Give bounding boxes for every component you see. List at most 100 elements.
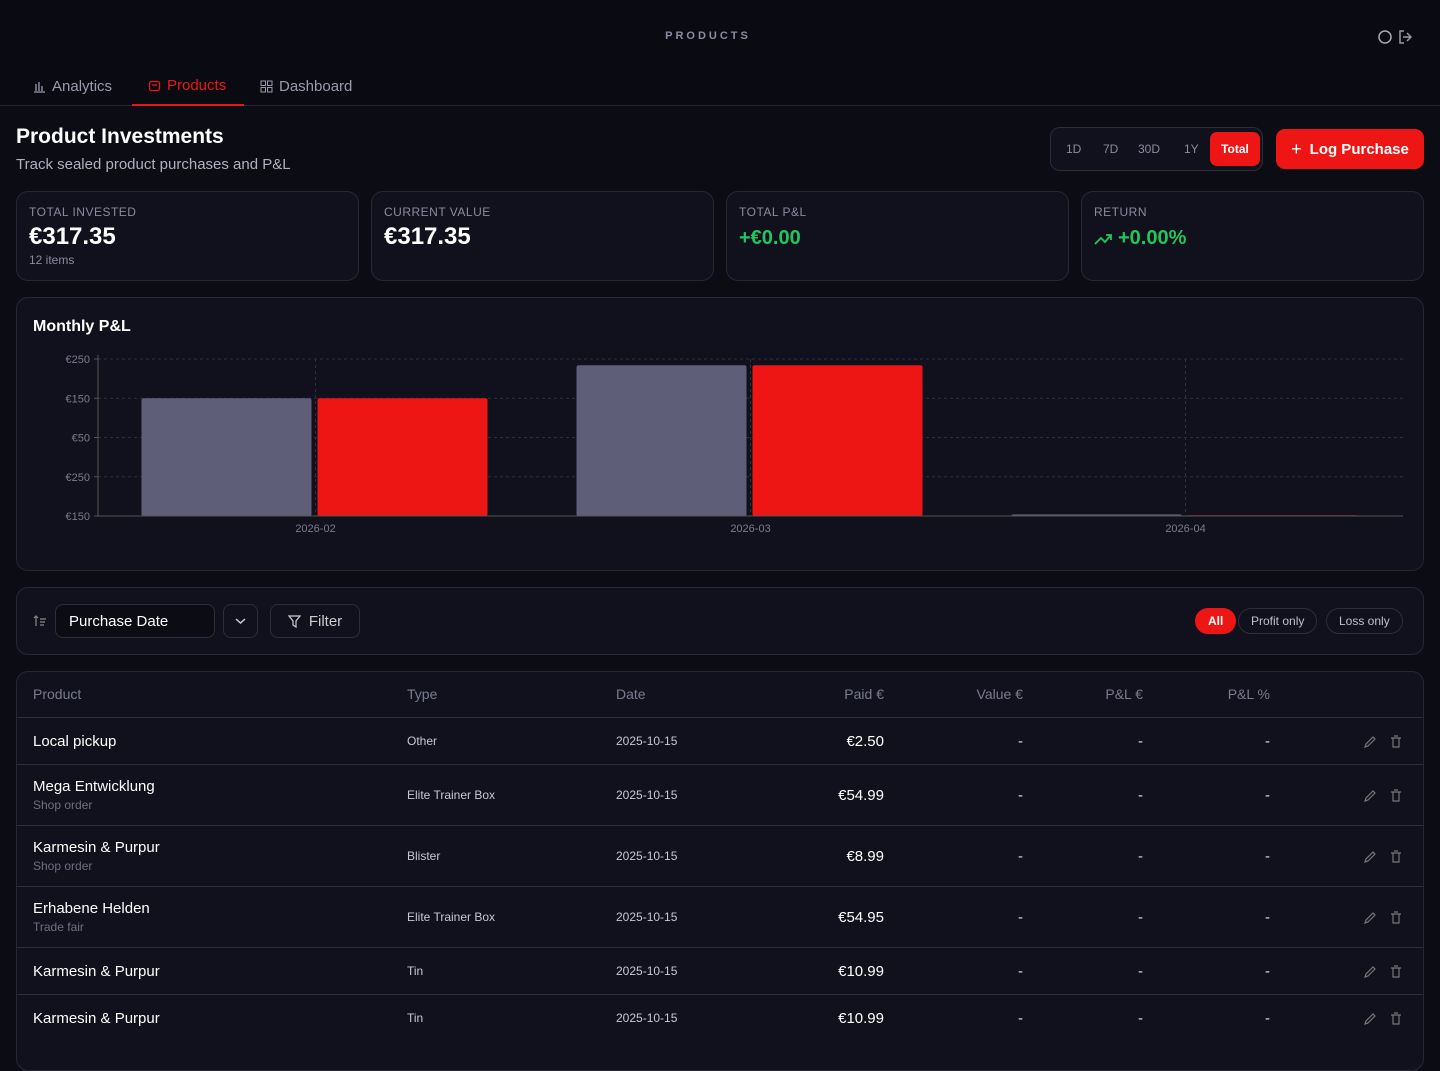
cell-pl: - (1138, 908, 1143, 926)
cell-type: Other (407, 733, 438, 748)
y-tick-label: €150 (66, 393, 90, 405)
cell-value: - (1018, 908, 1023, 926)
cell-pl: - (1138, 847, 1143, 865)
chart-title: Monthly P&L (33, 318, 131, 335)
row-actions[interactable] (1363, 849, 1407, 865)
range-option[interactable]: Total (1210, 132, 1260, 166)
cell-pl: - (1138, 1009, 1143, 1027)
table-row: Karmesin & Purpur Tin 2025-10-15 €10.99 - - - (17, 947, 1423, 994)
table-row: Karmesin & Purpur Tin 2025-10-15 €10.99 - - - (17, 994, 1423, 1041)
filter-chip[interactable]: All (1195, 608, 1237, 634)
table-row: Local pickup Other 2025-10-15 €2.50 - - - (17, 717, 1423, 764)
button-label: Log Purchase (1309, 140, 1409, 158)
cell-product: Mega Entwicklung (33, 778, 155, 795)
cell-date: 2025-10-15 (616, 1010, 678, 1025)
range-selector: 1D 7D 30D 1Y Total (1050, 127, 1263, 171)
sort-direction[interactable] (223, 604, 258, 638)
sort-icon[interactable] (33, 614, 47, 628)
table-row: Erhabene Helden Elite Trainer Box 2025-10-… (17, 886, 1423, 947)
column-header: Product (33, 686, 82, 702)
cell-paid: €54.95 (838, 908, 884, 926)
cell-value: - (1018, 962, 1023, 980)
column-header: Date (616, 686, 646, 702)
cell-plp: - (1265, 732, 1270, 750)
row-actions[interactable] (1363, 734, 1407, 750)
row-actions[interactable] (1363, 964, 1407, 980)
tab[interactable]: Analytics (33, 66, 112, 106)
stat-card: TOTAL INVESTED €317.35 12 items (16, 191, 359, 281)
cell-plp: - (1265, 908, 1270, 926)
range-option[interactable]: 30D (1138, 142, 1161, 156)
cell-type: Tin (407, 963, 424, 978)
cell-paid: €54.99 (838, 786, 884, 804)
stat-value-text: +0.00% (1118, 227, 1187, 249)
chart-card: Monthly P&L €150 €250 €50 €150 €250 2026-02 20… (16, 297, 1424, 571)
cell-plp: - (1265, 847, 1270, 865)
cell-plp: - (1265, 786, 1270, 804)
cell-type: Blister (407, 848, 441, 863)
table-row: Karmesin & Purpur Blister 2025-10-15 €8.99 -… (17, 825, 1423, 886)
cell-pl: - (1138, 732, 1143, 750)
y-tick-label: €150 (66, 511, 90, 523)
column-header: P&L % (1227, 686, 1270, 702)
stat-value: €317.35 (384, 223, 471, 251)
page-subtitle: Track sealed product purchases and P&L (16, 156, 291, 173)
cell-sub: Shop order (33, 859, 93, 873)
row-actions[interactable] (1363, 1011, 1407, 1027)
tab-active[interactable]: Products (132, 66, 244, 106)
stat-value-text: €317.35 (384, 223, 471, 250)
cell-date: 2025-10-15 (616, 848, 678, 863)
cell-value: - (1018, 847, 1023, 865)
filter-label: Filter (308, 612, 343, 630)
cell-product: Local pickup (33, 732, 117, 750)
cell-type: Elite Trainer Box (407, 787, 496, 802)
row-actions[interactable] (1363, 910, 1407, 926)
cell-paid: €2.50 (846, 732, 884, 750)
bar (752, 365, 923, 516)
range-option[interactable]: 1D (1066, 142, 1082, 156)
table-row: Mega Entwicklung Elite Trainer Box 2025-10… (17, 764, 1423, 825)
cell-date: 2025-10-15 (616, 963, 678, 978)
cell-paid: €10.99 (838, 1009, 884, 1027)
row-actions[interactable] (1363, 788, 1407, 804)
chart: €150 €250 €50 €150 €250 2026-02 2026-03 2026-04 (66, 354, 1403, 535)
y-tick-label: €50 (72, 433, 90, 445)
tab[interactable]: Dashboard (260, 66, 352, 106)
cell-date: 2025-10-15 (616, 787, 678, 802)
filter-chip[interactable]: Loss only (1326, 608, 1403, 634)
range-option[interactable]: 1Y (1184, 142, 1199, 156)
bar (576, 365, 747, 516)
cell-pl: - (1138, 962, 1143, 980)
sort-select[interactable]: Purchase Date (55, 604, 215, 638)
stat-card: RETURN +0.00% (1081, 191, 1424, 281)
column-header: Paid € (844, 686, 884, 702)
cell-paid: €10.99 (838, 962, 884, 980)
trend-icon (1094, 233, 1112, 245)
cell-plp: - (1265, 1009, 1270, 1027)
stat-label: TOTAL P&L (739, 205, 807, 219)
x-tick-label: 2026-04 (1165, 523, 1205, 535)
stat-value-text: +€0.00 (739, 227, 801, 249)
cell-pl: - (1138, 786, 1143, 804)
stat-label: TOTAL INVESTED (29, 205, 137, 219)
cell-paid: €8.99 (846, 847, 884, 865)
log-purchase-button[interactable]: + Log Purchase (1276, 129, 1424, 169)
cell-value: - (1018, 1009, 1023, 1027)
cell-value: - (1018, 786, 1023, 804)
cell-value: - (1018, 732, 1023, 750)
header-icons[interactable] (1376, 28, 1420, 46)
stat-value: +0.00% (1094, 227, 1186, 250)
cell-date: 2025-10-15 (616, 733, 678, 748)
stat-label: CURRENT VALUE (384, 205, 491, 219)
filter-chip[interactable]: Profit only (1238, 608, 1318, 634)
stat-card: TOTAL P&L +€0.00 (726, 191, 1069, 281)
filter-button[interactable]: Filter (270, 604, 360, 638)
table: Product Type Date Paid € Value € P&L € P&L % Lo… (16, 671, 1424, 1071)
cell-product: Karmesin & Purpur (33, 1009, 160, 1027)
stat-value-text: €317.35 (29, 223, 116, 250)
y-tick-label: €250 (66, 472, 90, 484)
header-title: PRODUCTS (665, 30, 751, 42)
x-tick-label: 2026-03 (730, 523, 770, 535)
range-option[interactable]: 7D (1103, 142, 1119, 156)
